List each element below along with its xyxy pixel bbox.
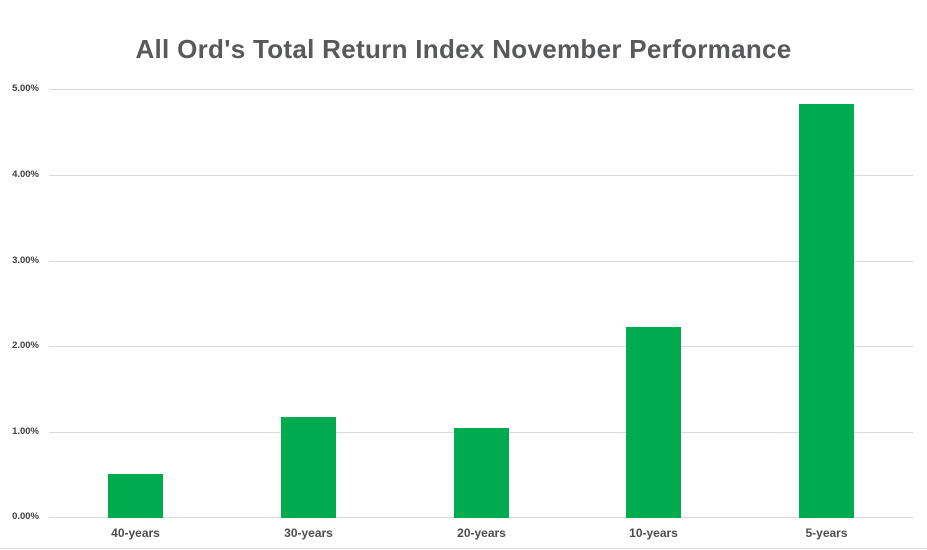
- y-tick-label: 0.00%: [12, 511, 39, 522]
- gridline: [49, 175, 913, 176]
- y-tick-label: 4.00%: [12, 169, 39, 180]
- bar-40-years: [108, 474, 163, 518]
- bar-10-years: [626, 327, 681, 518]
- y-tick-label: 3.00%: [12, 255, 39, 266]
- bar-20-years: [454, 428, 509, 518]
- gridline: [49, 89, 913, 90]
- x-tick-label-5-years: 5-years: [805, 526, 848, 540]
- x-tick-label-20-years: 20-years: [457, 526, 506, 540]
- x-tick-label-40-years: 40-years: [111, 526, 160, 540]
- bottom-divider: [0, 548, 927, 549]
- bar-30-years: [281, 417, 336, 518]
- chart-title: All Ord's Total Return Index November Pe…: [135, 34, 792, 64]
- plot-area: [49, 89, 913, 518]
- y-tick-label: 2.00%: [12, 340, 39, 351]
- y-axis: 5.00% 4.00% 3.00% 2.00% 1.00% 0.00%: [0, 83, 40, 522]
- x-axis: 40-years 30-years 20-years 10-years 5-years: [49, 526, 913, 542]
- y-tick-label: 1.00%: [12, 426, 39, 437]
- x-tick-label-10-years: 10-years: [629, 526, 678, 540]
- y-tick-label: 5.00%: [12, 83, 39, 94]
- gridline: [49, 261, 913, 262]
- bar-5-years: [799, 104, 854, 518]
- gridline: [49, 346, 913, 347]
- x-tick-label-30-years: 30-years: [284, 526, 333, 540]
